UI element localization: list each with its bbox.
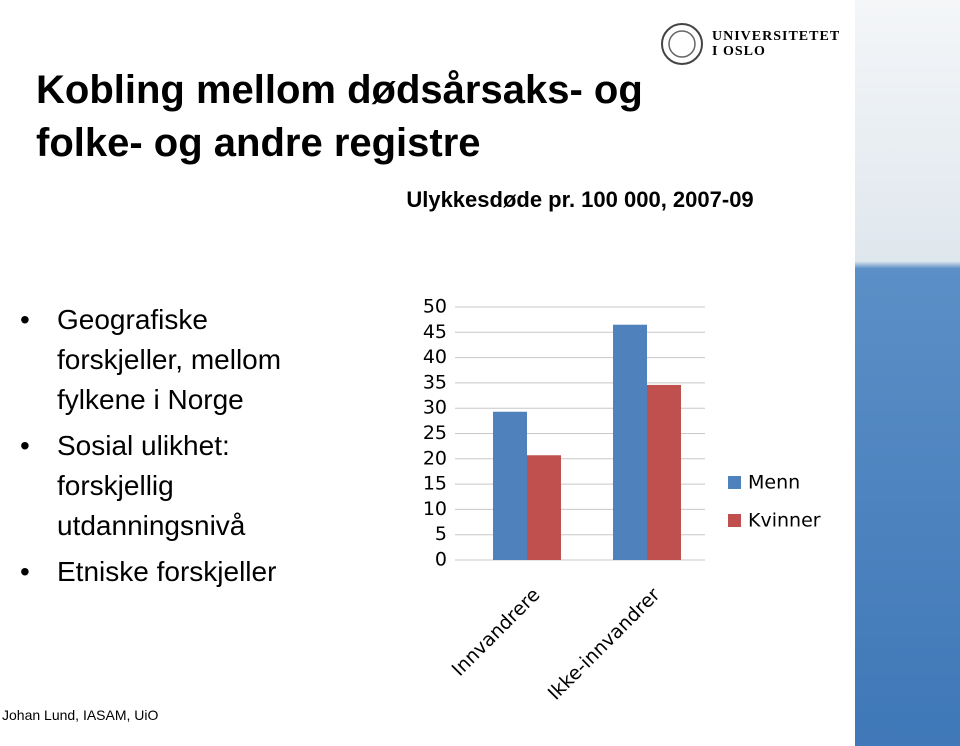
y-tick-label: 0 [435, 549, 447, 571]
bullet-list: Geografiske forskjeller, mellom fylkene … [20, 300, 340, 598]
logo-text: UNIVERSITETET [712, 29, 840, 44]
legend-swatch [728, 514, 741, 527]
legend-swatch [728, 476, 741, 489]
y-tick-label: 35 [423, 371, 447, 393]
bullet: Etniske forskjeller [20, 552, 340, 592]
y-tick-label: 10 [423, 498, 447, 520]
x-tick-label: Innvandrere [448, 584, 545, 681]
bar [613, 324, 647, 560]
x-tick-label: Ikke-innvandrer [544, 584, 665, 705]
y-tick-label: 20 [423, 447, 447, 469]
bullet: Geografiske forskjeller, mellom fylkene … [20, 300, 340, 420]
bar [493, 411, 527, 560]
y-tick-label: 25 [423, 422, 447, 444]
bullet: Sosial ulikhet: forskjellig utdanningsni… [20, 426, 340, 546]
legend-label: Kvinner [748, 510, 821, 532]
bar [527, 455, 561, 560]
bar [647, 384, 681, 560]
legend-label: Menn [748, 472, 800, 494]
logo-seal-inner [668, 30, 696, 58]
y-tick-label: 40 [423, 346, 447, 368]
y-tick-label: 50 [423, 296, 447, 318]
chart-title: Ulykkesdøde pr. 100 000, 2007-09 [406, 187, 754, 212]
slide-title: Kobling mellom dødsårsaks- og folke- og … [36, 68, 643, 165]
logo-text: I OSLO [712, 44, 766, 59]
y-tick-label: 30 [423, 397, 447, 419]
y-tick-label: 15 [423, 473, 447, 495]
y-tick-label: 45 [423, 321, 447, 343]
decor-strip [855, 0, 960, 746]
y-tick-label: 5 [435, 523, 447, 545]
footer: Johan Lund, IASAM, UiO [2, 707, 159, 723]
logo-seal [661, 23, 703, 65]
